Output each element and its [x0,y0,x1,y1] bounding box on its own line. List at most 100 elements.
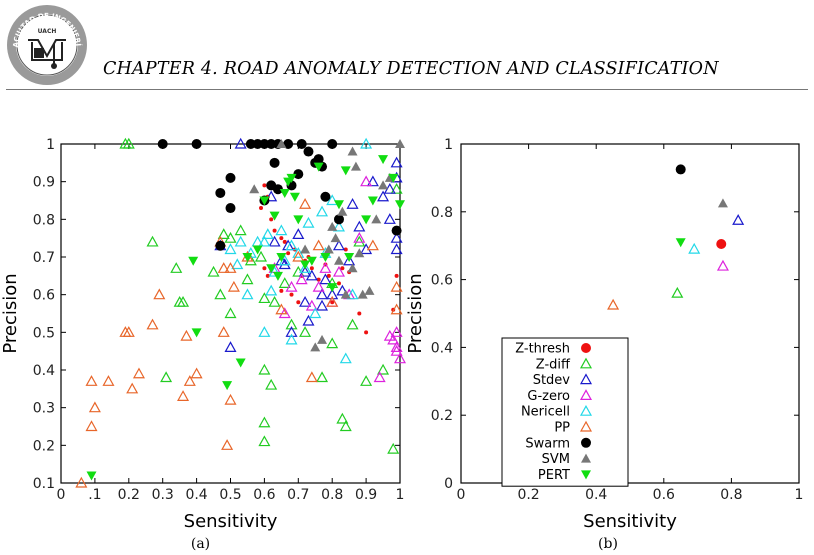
data-point-z-diff [299,326,312,337]
data-point-pert [266,264,277,274]
data-point-pp [217,326,230,337]
data-point-z-thresh [279,236,284,241]
data-point-nericell [224,243,237,255]
data-point-z-diff [214,288,227,300]
data-point-pp [299,198,312,209]
data-point-svm [327,221,338,231]
legend-marker-z-diff [579,357,593,369]
data-point-z-thresh [357,311,362,316]
data-point-pert [272,271,283,281]
data-point-svm [310,342,321,352]
data-point-pp [366,239,379,251]
legend-label: PERT [538,468,570,483]
data-point-stdev [383,213,396,224]
y-tick-label: 1 [46,137,55,153]
svg-text:universitas: universitas [30,62,63,73]
data-point-stdev [732,214,745,225]
series-g-zero [716,259,729,271]
data-point-z-diff [170,262,183,273]
faculty-seal-logo: FACULTAD DE INGENIERÍA universitas UACH [6,4,87,85]
data-point-z-thresh [279,288,284,293]
legend-label: Z-diff [536,357,571,372]
x-tick-label: 0.2 [517,487,539,503]
x-tick-label: 0 [457,487,466,503]
data-point-pert [333,200,344,210]
data-point-pert [320,253,331,262]
data-point-nericell [316,205,329,217]
data-point-z-diff [326,337,339,349]
data-point-g-zero [360,175,373,187]
data-point-g-zero [295,273,308,285]
data-point-g-zero [387,333,400,345]
data-point-pp [85,420,98,432]
x-tick-label: 0.8 [321,487,343,503]
data-point-stdev [292,228,305,239]
x-tick-label: 0 [57,487,66,503]
data-point-z-thresh [296,300,301,305]
x-tick-label: 1 [795,487,804,503]
data-point-svm [364,285,375,295]
data-point-pp [126,382,139,394]
data-point-z-thresh [259,206,264,211]
data-point-pp [132,367,145,379]
data-point-g-zero [305,299,318,311]
series-swarm [157,139,402,251]
data-point-swarm [327,139,338,149]
data-point-pp [180,329,193,341]
y-axis-label: Precision [405,273,426,353]
data-point-pp [153,288,166,300]
data-point-pert [367,196,378,206]
y-tick-label: 0.3 [33,401,55,417]
data-point-swarm [391,225,402,236]
subfigure-caption: (a) [191,536,210,552]
data-point-svm [249,184,260,194]
legend-marker-stdev [579,373,593,385]
y-tick-label: 0.8 [33,212,55,228]
data-point-pert [293,215,304,225]
data-point-svm [378,180,389,190]
data-point-z-thresh [330,300,335,305]
data-point-pert [222,381,233,391]
y-tick-label: 0.2 [33,438,55,454]
data-point-stdev [299,295,312,307]
data-point-pert [327,283,338,293]
legend-marker-pp [579,420,593,432]
data-point-nericell [299,262,312,273]
data-point-pert [388,173,399,183]
data-point-z-diff [360,375,373,386]
data-point-stdev [353,220,366,232]
data-point-z-thresh [282,239,287,244]
data-point-z-thresh [316,277,321,282]
data-point-z-diff [119,137,132,149]
data-point-stdev [305,269,318,281]
series-pert [86,155,405,481]
data-point-z-thresh [309,266,314,271]
data-point-nericell [258,326,271,337]
x-tick-label: 0.7 [287,487,309,503]
data-point-svm [347,263,358,273]
series-nericell [688,242,701,254]
legend-marker-g-zero [579,389,593,400]
data-point-g-zero [383,329,396,341]
data-point-swarm [272,184,283,195]
data-point-nericell [265,284,278,296]
data-point-g-zero [390,344,403,356]
data-point-stdev [332,239,345,251]
data-point-swarm [283,139,294,149]
data-point-pp [102,375,115,386]
data-point-z-diff [224,307,237,319]
data-point-pp [221,439,234,450]
data-point-pert [276,253,287,262]
legend-box [501,337,629,487]
data-point-pert [361,215,372,225]
data-point-z-diff [336,412,349,424]
data-point-nericell [261,228,274,239]
data-point-nericell [309,307,322,319]
data-point-nericell [285,333,298,345]
data-point-nericell [251,235,264,247]
data-point-nericell [231,258,244,270]
data-point-z-diff [346,318,359,330]
data-point-z-diff [387,442,400,454]
data-point-pert [286,173,297,183]
